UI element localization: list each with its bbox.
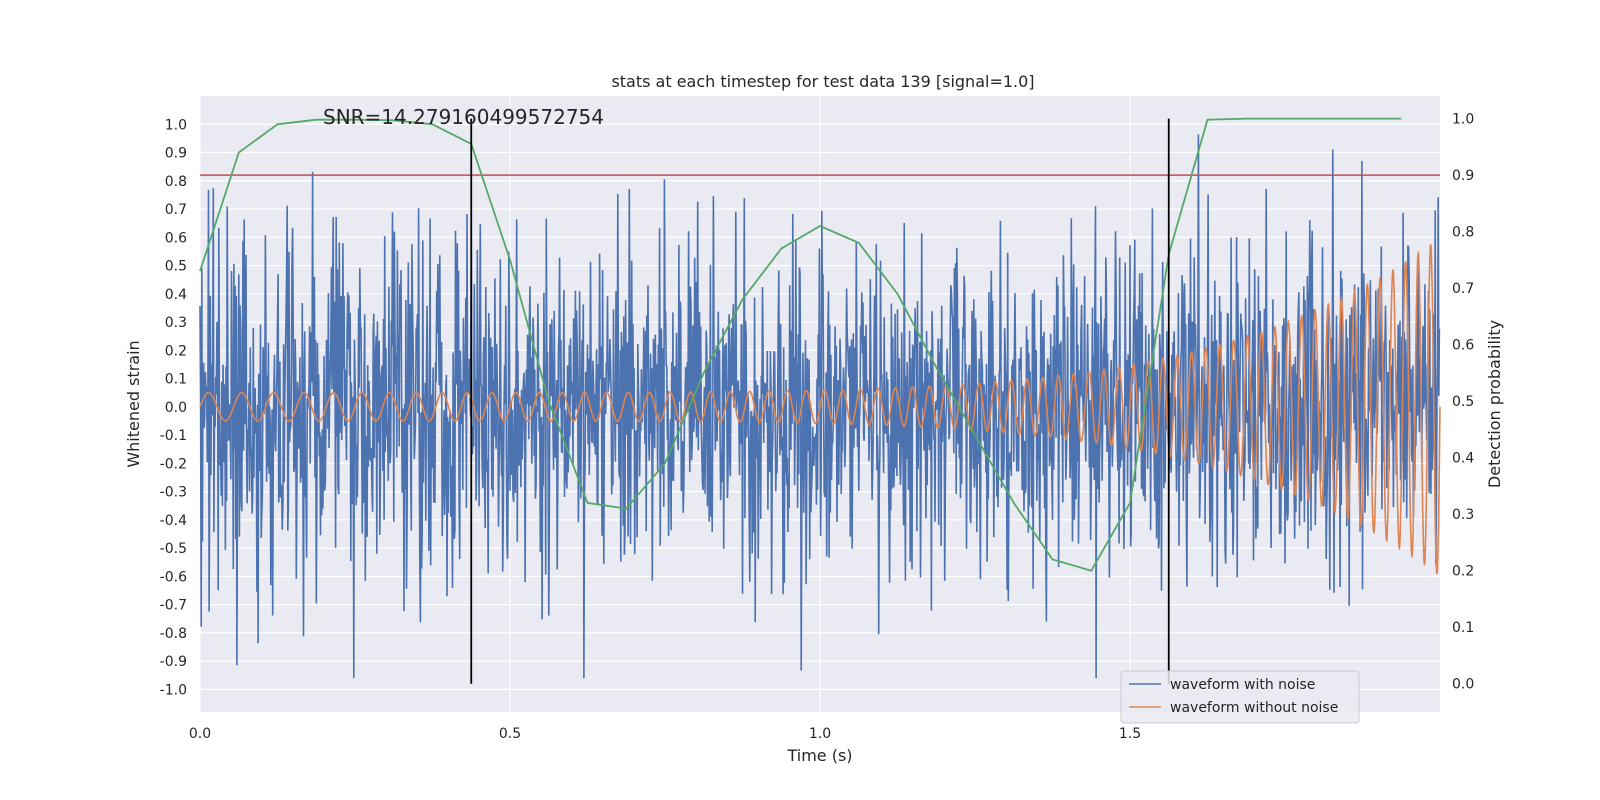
y-tick-left-11: -0.1 — [160, 428, 187, 444]
y-tick-right-9: 0.1 — [1452, 620, 1474, 636]
y-tick-left-2: 0.8 — [165, 174, 187, 190]
y-tick-left-7: 0.3 — [165, 315, 187, 331]
probability-line — [199, 117, 1402, 572]
y-tick-left-3: 0.7 — [165, 202, 187, 218]
y-tick-left-10: 0.0 — [165, 400, 187, 416]
y-axis-ticks-left: 1.0 0.9 0.8 0.7 0.6 0.5 0.4 0.3 0.2 0.1 0.0 -0.1 -0.… — [160, 117, 187, 698]
noise-line — [199, 134, 1441, 679]
legend: waveform with noise waveform without noi… — [1120, 670, 1360, 724]
y-tick-left-4: 0.6 — [165, 230, 187, 246]
y-tick-right-6: 0.4 — [1452, 451, 1474, 467]
y-tick-left-16: -0.6 — [160, 569, 187, 585]
chart-title: stats at each timestep for test data 139… — [611, 72, 1034, 91]
x-tick-3: 1.5 — [1119, 726, 1141, 742]
y-tick-right-10: 0.0 — [1452, 677, 1474, 693]
y-tick-left-18: -0.8 — [160, 626, 187, 642]
series-waveform-without-noise — [199, 244, 1441, 575]
y-tick-right-5: 0.5 — [1452, 394, 1474, 410]
y-tick-left-5: 0.5 — [165, 259, 187, 275]
chirp-line — [199, 244, 1441, 575]
y-tick-left-17: -0.7 — [160, 598, 187, 614]
y-tick-right-1: 0.9 — [1452, 168, 1474, 184]
legend-label-clean: waveform without noise — [1170, 700, 1338, 716]
x-axis-ticks: 0.0 0.5 1.0 1.5 — [189, 726, 1141, 742]
y-tick-right-4: 0.6 — [1452, 338, 1474, 354]
y-tick-right-2: 0.8 — [1452, 225, 1474, 241]
y-tick-left-0: 1.0 — [165, 117, 187, 133]
y-tick-right-0: 1.0 — [1452, 112, 1474, 128]
x-tick-2: 1.0 — [809, 726, 831, 742]
y-tick-left-12: -0.2 — [160, 456, 187, 472]
y-tick-left-19: -0.9 — [160, 654, 187, 670]
snr-annotation: SNR=14.279160499572754 — [323, 105, 604, 129]
x-tick-0: 0.0 — [189, 726, 211, 742]
series-detection-probability — [199, 117, 1402, 572]
y-tick-left-9: 0.1 — [165, 372, 187, 388]
legend-label-noise: waveform with noise — [1170, 677, 1315, 693]
y-axis-label-right: Detection probability — [1485, 320, 1504, 488]
y-tick-left-6: 0.4 — [165, 287, 187, 303]
y-axis-label-left: Whitened strain — [124, 340, 143, 467]
y-tick-left-20: -1.0 — [160, 682, 187, 698]
vertical-markers — [470, 118, 1170, 684]
x-axis-label: Time (s) — [786, 746, 852, 765]
y-tick-left-1: 0.9 — [165, 146, 187, 162]
y-axis-ticks-right: 1.0 0.9 0.8 0.7 0.6 0.5 0.4 0.3 0.2 0.1 0.0 — [1452, 112, 1474, 693]
y-tick-right-3: 0.7 — [1452, 281, 1474, 297]
legend-box — [1120, 670, 1360, 724]
y-tick-right-7: 0.3 — [1452, 507, 1474, 523]
y-tick-right-8: 0.2 — [1452, 564, 1474, 580]
y-tick-left-15: -0.5 — [160, 541, 187, 557]
x-tick-1: 0.5 — [499, 726, 521, 742]
y-tick-left-13: -0.3 — [160, 485, 187, 501]
series-waveform-with-noise — [199, 134, 1441, 679]
y-tick-left-8: 0.2 — [165, 343, 187, 359]
y-tick-left-14: -0.4 — [160, 513, 187, 529]
